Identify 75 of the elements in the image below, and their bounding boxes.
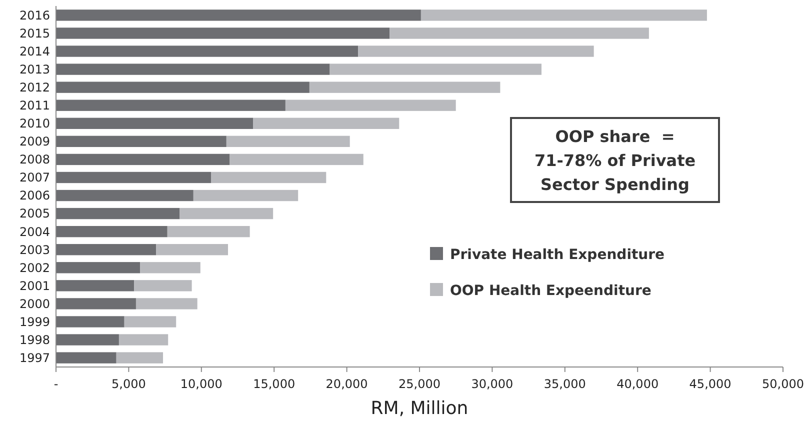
y-tick-label: 1998 (19, 332, 50, 347)
bar (56, 280, 134, 292)
bar (253, 118, 400, 129)
x-tick-label: 35,000 (544, 377, 586, 391)
bar (56, 82, 310, 93)
bar (180, 208, 274, 220)
x-tick-label: 25,000 (398, 377, 440, 391)
bar (56, 172, 211, 184)
bar (358, 46, 594, 57)
bar (56, 10, 421, 21)
y-tick-label: 2015 (19, 26, 50, 40)
bar (56, 298, 136, 310)
y-tick-label: 2007 (19, 170, 50, 185)
bar (56, 190, 194, 202)
bar (136, 298, 198, 310)
bar (56, 244, 156, 256)
x-tick-label: 15,000 (253, 377, 296, 391)
bar (56, 28, 390, 39)
y-tick-label: 2009 (19, 134, 50, 149)
x-tick-label: 50,000 (762, 377, 804, 391)
x-tick-label: - (54, 377, 58, 391)
y-tick-label: 2003 (19, 242, 50, 257)
bar (118, 334, 168, 346)
bar (56, 154, 230, 166)
x-tick-label: 5,000 (112, 377, 146, 391)
bar (56, 100, 286, 111)
bar (167, 226, 250, 238)
bar (210, 172, 326, 184)
bar (56, 118, 254, 129)
bar (56, 334, 119, 346)
bar (56, 262, 140, 274)
bar (56, 64, 330, 75)
y-tick-label: 2013 (19, 62, 50, 76)
bar (56, 46, 358, 57)
legend-label: Private Health Expenditure (450, 246, 665, 263)
bar (56, 352, 116, 364)
y-tick-label: 2016 (19, 8, 50, 22)
bar (140, 262, 200, 274)
y-tick-label: 2014 (19, 44, 50, 58)
y-tick-label: 2008 (19, 152, 50, 167)
bar (116, 352, 164, 364)
bar (56, 208, 180, 220)
y-tick-label: 2001 (19, 278, 50, 293)
y-tick-label: 2000 (19, 296, 50, 311)
y-tick-label: 2012 (19, 80, 50, 95)
bar (56, 136, 226, 148)
x-tick-label: 40,000 (616, 377, 659, 391)
bar (390, 28, 649, 39)
x-tick-label: 45,000 (689, 377, 732, 391)
bar (156, 244, 228, 256)
bar (230, 154, 364, 166)
x-tick-label: 20,000 (326, 377, 368, 391)
bar (330, 64, 542, 75)
y-tick-label: 2005 (19, 206, 50, 221)
bar (134, 280, 192, 292)
annotation: OOP share = 71-78% of Private Sector Spending (534, 127, 696, 194)
bar (193, 190, 298, 202)
y-tick-label: 1999 (19, 314, 50, 329)
bar (124, 316, 176, 328)
legend-label: OOP Health Expeenditure (450, 282, 652, 299)
y-tick-label: 2011 (19, 98, 50, 113)
x-tick-label: 30,000 (471, 377, 514, 391)
y-tick-label: 2004 (19, 224, 50, 239)
bar (56, 226, 168, 238)
bar (309, 82, 500, 93)
y-tick-label: 1997 (19, 351, 50, 366)
x-axis-title: RM, Million (370, 398, 468, 419)
y-tick-label: 2010 (19, 116, 50, 131)
bar (226, 136, 350, 148)
x-tick-label: 10,000 (180, 377, 222, 391)
bar (56, 316, 124, 328)
bar (285, 100, 456, 111)
y-tick-label: 2002 (19, 260, 50, 275)
y-tick-label: 2006 (19, 188, 50, 203)
bar (420, 10, 707, 21)
